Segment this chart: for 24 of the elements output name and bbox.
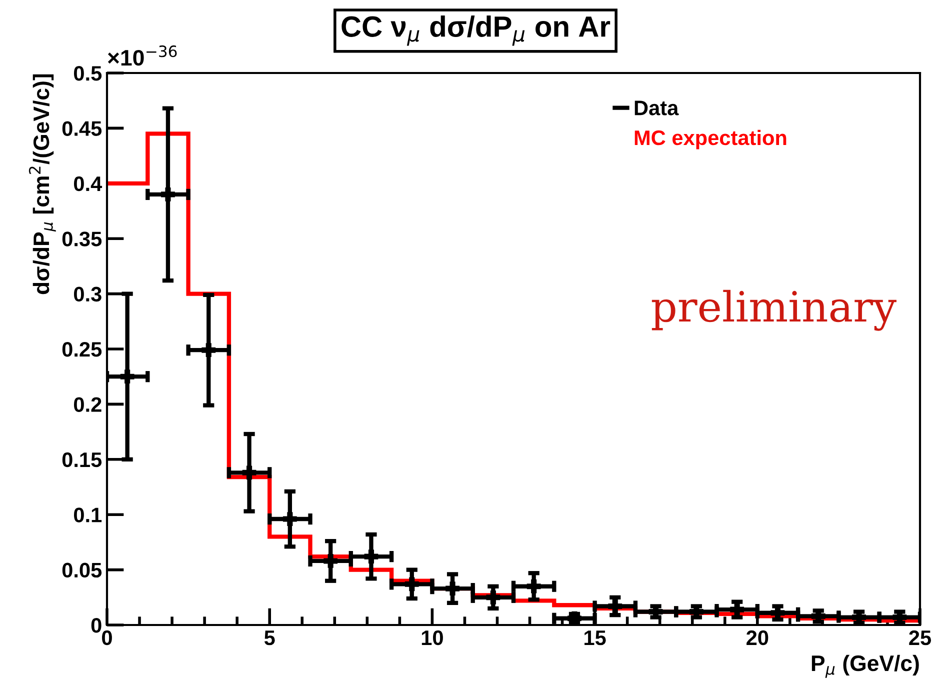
x-tick-label: 10 bbox=[422, 630, 443, 646]
x-tick-label: 0 bbox=[102, 630, 112, 646]
chart-title: CC ν$_{μ}$ dσ/dP$_{μ}$ on Ar bbox=[342, 16, 610, 46]
x-tick-label: 15 bbox=[584, 630, 606, 646]
y-tick-label: 0.15 bbox=[62, 452, 102, 468]
y-axis-title: dσ/dP$_{μ}$ [cm$^{2}$/(GeV/c)] bbox=[28, 74, 56, 294]
legend-label: Data bbox=[634, 100, 679, 116]
y-tick-label: 0.35 bbox=[62, 232, 102, 246]
x-tick-label: 5 bbox=[264, 630, 275, 646]
x-tick-label: 20 bbox=[746, 630, 768, 646]
y-tick-label: 0.45 bbox=[62, 121, 102, 136]
y-tick-label: 0.3 bbox=[74, 286, 102, 302]
x-axis-title: P$_{μ}$ (GeV/c) bbox=[812, 654, 919, 678]
annotation: preliminary bbox=[652, 290, 896, 331]
y-tick-label: 0.05 bbox=[62, 562, 102, 578]
y-tick-label: 0.4 bbox=[74, 176, 102, 192]
y-tick-label: 0.5 bbox=[74, 66, 102, 81]
x-tick-label: 25 bbox=[909, 630, 932, 646]
y-tick-label: 0 bbox=[91, 618, 102, 633]
y-tick-label: 0.1 bbox=[74, 508, 102, 522]
text: MC expectation bbox=[634, 130, 786, 150]
y-tick-label: 0.25 bbox=[62, 342, 102, 357]
y-tick-label: 0.2 bbox=[74, 397, 102, 412]
text: ×10$^{−36}$ bbox=[108, 45, 177, 66]
